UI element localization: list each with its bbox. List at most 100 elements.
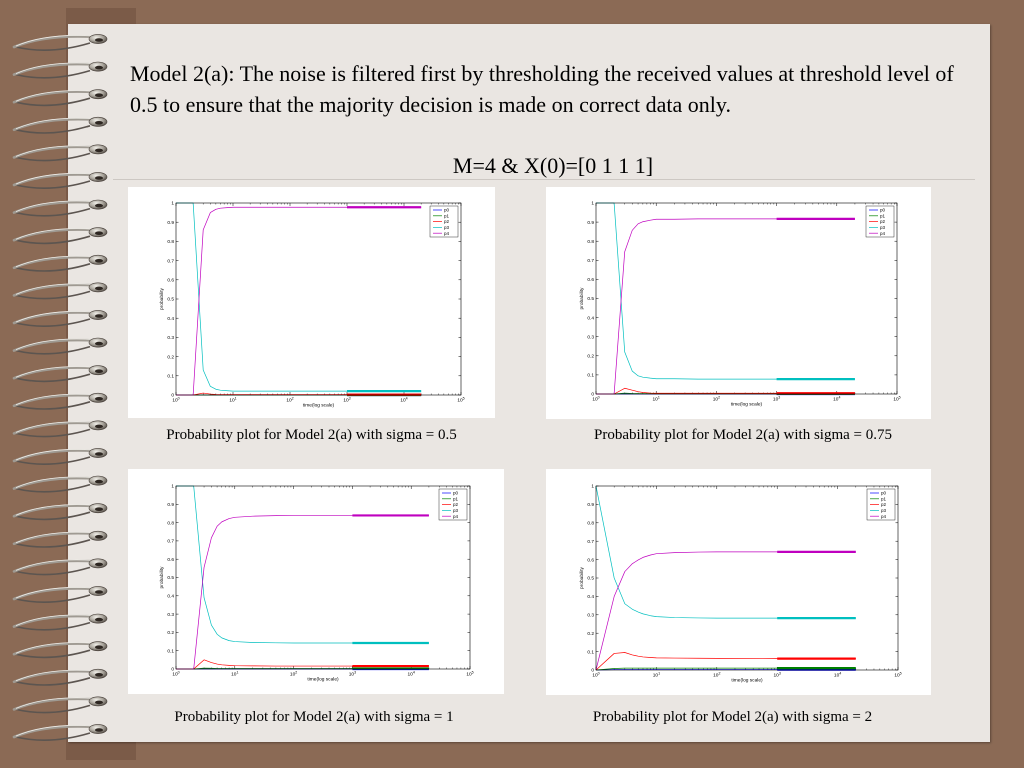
- y-tick-label: 0.7: [167, 258, 174, 264]
- binding-ring: [12, 503, 108, 521]
- ring-highlight: [15, 35, 95, 47]
- ring-back-wire: [15, 732, 91, 741]
- y-tick-label: 0.1: [587, 649, 594, 655]
- x-tick-label: 101: [653, 672, 660, 679]
- binding-ring: [12, 641, 108, 659]
- ring-back-wire: [15, 263, 91, 272]
- ring-hole: [95, 65, 103, 70]
- chart-panel-sigma-2: 0 0.1 0.2 0.3 0.4 0.5 0.6 0.7 0.8 0.9 1 100 101 102 10…: [546, 469, 931, 695]
- ring-hole: [95, 424, 103, 429]
- axes-box: [175, 485, 471, 670]
- legend-label: p0: [880, 208, 886, 213]
- binding-ring: [12, 586, 108, 603]
- legend-label: p1: [453, 496, 459, 501]
- ring-highlight: [15, 173, 95, 185]
- divider-line: [113, 179, 975, 180]
- legend-label: p2: [881, 502, 887, 507]
- ring-back-wire: [15, 373, 91, 383]
- ring-back-wire: [15, 42, 91, 51]
- ring-hole: [95, 286, 103, 291]
- binding-ring: [12, 668, 108, 686]
- binding-ring: [12, 420, 108, 438]
- ring-highlight: [15, 90, 95, 102]
- y-tick-label: 0.1: [167, 374, 174, 380]
- x-tick-label: 100: [592, 396, 599, 403]
- y-tick-label: 0.8: [587, 239, 594, 245]
- y-tick-label: 0.3: [167, 335, 174, 341]
- ring-highlight: [15, 117, 95, 130]
- legend-label: p4: [880, 231, 886, 236]
- y-tick-label: 0.5: [167, 575, 174, 581]
- y-axis-label: probability: [579, 566, 585, 588]
- legend-label: p2: [880, 219, 886, 224]
- ring-hole: [95, 121, 103, 125]
- x-tick-label: 101: [231, 671, 238, 678]
- legend-entry: p0: [433, 208, 450, 213]
- binding-ring: [12, 61, 108, 79]
- legend-entry: p4: [870, 514, 887, 519]
- legend-entry: p3: [870, 508, 887, 513]
- binding-ring: [12, 365, 108, 383]
- chart-caption: Probability plot for Model 2(a) with sig…: [174, 709, 454, 725]
- line-chart: 0 0.1 0.2 0.3 0.4 0.5 0.6 0.7 0.8 0.9 1 100 101 102 10…: [579, 484, 902, 684]
- binding-ring: [12, 282, 108, 300]
- ring-hole: [95, 231, 103, 235]
- binding-ring: [12, 310, 108, 327]
- ring-hole: [95, 700, 103, 705]
- y-tick-label: 1: [591, 201, 594, 207]
- y-axis-label: probability: [159, 287, 165, 309]
- plot-area: [596, 486, 898, 670]
- slide-subheading: M=4 & X(0)=[0 1 1 1]: [452, 153, 654, 178]
- ring-back-wire: [15, 566, 91, 576]
- ring-hole: [95, 314, 103, 318]
- ring-hole: [95, 590, 103, 594]
- legend-entry: p1: [869, 213, 886, 218]
- axes-box: [595, 202, 898, 395]
- y-tick-label: 0: [591, 668, 594, 674]
- ring-back-wire: [15, 428, 91, 438]
- ring-highlight: [15, 614, 95, 626]
- legend-entry: p2: [433, 219, 450, 224]
- ring-back-wire: [15, 704, 91, 714]
- ring-hole: [95, 341, 103, 346]
- ring-highlight: [15, 531, 95, 544]
- ring-highlight: [15, 62, 95, 74]
- ring-back-wire: [15, 318, 91, 327]
- ring-back-wire: [15, 180, 91, 189]
- legend-label: p4: [453, 514, 459, 519]
- x-tick-label: 102: [290, 671, 297, 678]
- ring-back-wire: [15, 69, 91, 79]
- x-tick-label: 104: [834, 672, 841, 679]
- ring-highlight: [15, 145, 95, 157]
- chart-panel-sigma-0-75: 0 0.1 0.2 0.3 0.4 0.5 0.6 0.7 0.8 0.9 1 100 101 102 10…: [546, 187, 931, 419]
- y-axis-label: probability: [579, 287, 585, 309]
- y-tick-label: 0.1: [587, 373, 594, 379]
- legend-entry: p1: [442, 496, 459, 501]
- chart-caption: Probability plot for Model 2(a) with sig…: [593, 427, 892, 443]
- x-tick-label: 100: [172, 397, 179, 404]
- x-tick-label: 103: [773, 396, 780, 403]
- binding-ring: [12, 392, 108, 410]
- y-tick-label: 0.6: [167, 557, 174, 563]
- y-tick-label: 0.4: [587, 315, 594, 321]
- y-tick-label: 0.5: [167, 297, 174, 303]
- ring-back-wire: [15, 539, 91, 548]
- ring-back-wire: [15, 594, 91, 603]
- ring-back-wire: [15, 511, 91, 521]
- y-tick-label: 0.9: [587, 220, 594, 226]
- plot-area: [176, 203, 461, 395]
- ring-hole: [95, 38, 103, 42]
- y-tick-label: 0: [171, 393, 174, 399]
- binding-ring: [12, 613, 108, 631]
- legend-label: p1: [880, 213, 886, 218]
- x-tick-label: 104: [833, 396, 840, 403]
- x-tick-label: 104: [400, 397, 407, 404]
- legend-entry: p4: [869, 231, 886, 236]
- legend-entry: p4: [442, 514, 459, 519]
- legend-label: p2: [444, 219, 450, 224]
- x-axis-label: time(log scale): [731, 678, 763, 684]
- y-tick-label: 0.1: [167, 648, 174, 654]
- ring-highlight: [15, 697, 95, 709]
